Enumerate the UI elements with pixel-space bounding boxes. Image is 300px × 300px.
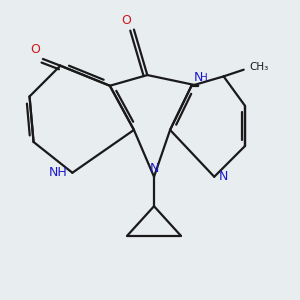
Text: NH: NH — [49, 166, 68, 179]
Text: N: N — [194, 71, 203, 84]
Text: N: N — [149, 162, 159, 175]
Text: CH₃: CH₃ — [250, 62, 269, 72]
Text: O: O — [30, 43, 40, 56]
Text: N: N — [219, 170, 228, 183]
Text: O: O — [121, 14, 131, 27]
Text: H: H — [200, 73, 207, 83]
